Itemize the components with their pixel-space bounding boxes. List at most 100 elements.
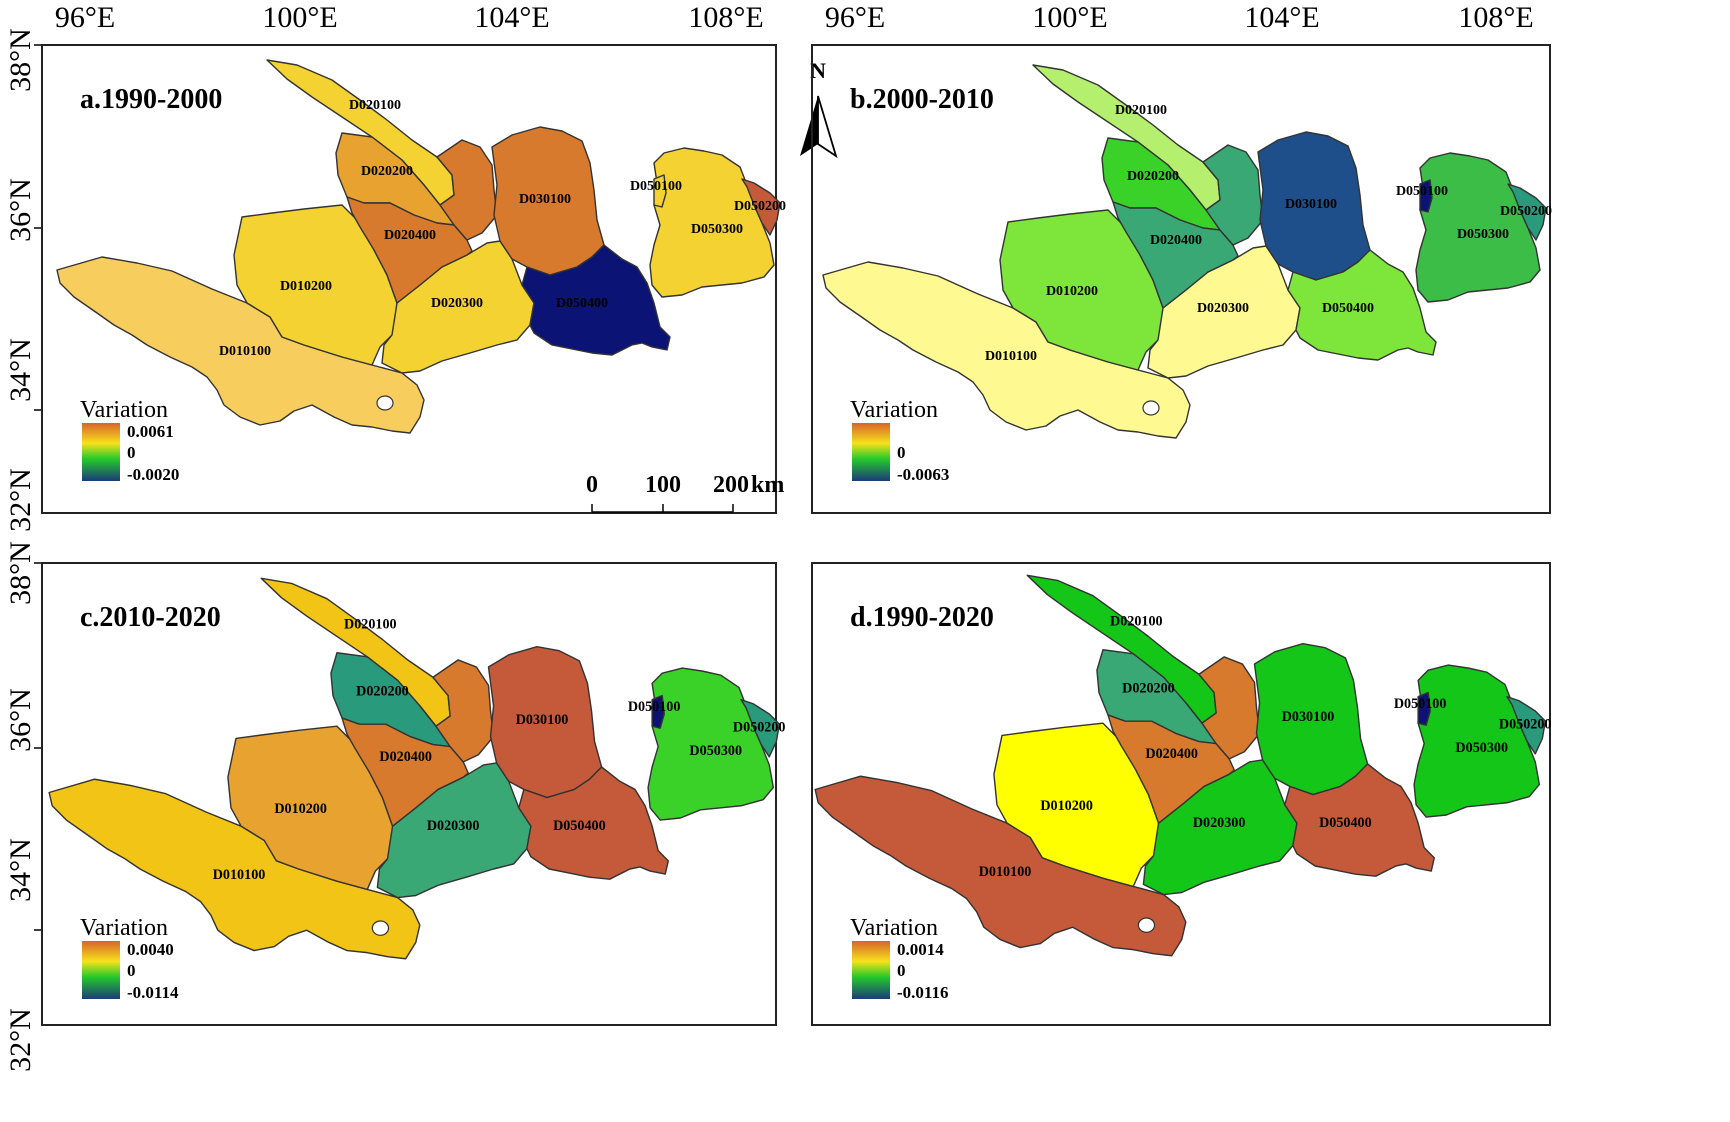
region-label-d050100: D050100 (630, 179, 682, 194)
region-label-d020300: D020300 (427, 818, 480, 834)
region-label-d020200: D020200 (1122, 681, 1175, 697)
north-arrow-left (800, 96, 818, 156)
latitude-tick-label: 34°N (4, 338, 37, 402)
region-label-d020300: D020300 (431, 296, 483, 311)
region-label-d020100: D020100 (344, 616, 397, 632)
longitude-tick-label: 100°E (262, 1, 337, 34)
region-label-d020300: D020300 (1193, 815, 1246, 831)
latitude-tick-label: 36°N (4, 178, 37, 242)
north-label: N (810, 58, 826, 83)
legend-max-value: 0.0040 (127, 940, 174, 959)
region-d010200 (233, 204, 408, 366)
longitude-tick-label: 104°E (1244, 1, 1319, 34)
basin-regions: D010100 D010200 D020100 D020200 D020300 D0204… (822, 64, 1552, 439)
map-panel-c: D010100 D010200 D020100 D020200 D020300 D0204… (41, 562, 785, 1026)
latitude-tick-label: 38°N (4, 541, 37, 605)
legend-max-value: 0.0061 (127, 422, 174, 441)
map-panel-d: D010100 D010200 D020100 D020200 D020300 D0204… (811, 562, 1551, 1026)
region-label-d030100: D030100 (516, 712, 569, 728)
legend-zero-value: 0 (897, 961, 906, 980)
region-label-d050300: D050300 (1455, 740, 1508, 756)
longitude-tick-label: 100°E (1032, 1, 1107, 34)
region-d020400 (1112, 201, 1239, 309)
lake-island (1142, 400, 1160, 416)
legend-title: Variation (850, 397, 938, 423)
region-d050200 (1506, 695, 1547, 755)
legend-color-ramp (82, 941, 120, 999)
region-label-d050400: D050400 (553, 818, 606, 834)
panel-title: d.1990-2020 (850, 602, 994, 633)
region-d020500 (1189, 144, 1264, 246)
region-d050400 (1284, 763, 1435, 877)
scale-bar-label: 0 (586, 472, 598, 498)
region-label-d010200: D010200 (1040, 798, 1093, 814)
region-d050300 (1415, 152, 1541, 303)
region-label-d050400: D050400 (556, 296, 608, 311)
region-label-d020400: D020400 (384, 228, 436, 243)
region-label-d050200: D050200 (734, 199, 786, 214)
region-label-d010100: D010100 (985, 349, 1037, 364)
region-label-d010200: D010200 (1046, 284, 1098, 299)
region-label-d050100: D050100 (1396, 184, 1448, 199)
region-d010200 (999, 209, 1174, 371)
panel-frame (811, 562, 1551, 1026)
region-label-d020200: D020200 (1127, 169, 1179, 184)
region-d050400 (1287, 249, 1437, 361)
latitude-tick-label: 36°N (4, 688, 37, 752)
panel-title: c.2010-2020 (80, 602, 221, 633)
region-label-d020400: D020400 (379, 749, 432, 765)
legend-color-ramp (82, 423, 120, 481)
legend-zero-value: 0 (897, 443, 906, 462)
region-d010200 (227, 725, 404, 891)
scale-bar-label: 100 (645, 472, 681, 498)
region-label-d050100: D050100 (1394, 696, 1447, 712)
region-label-d050100: D050100 (628, 699, 681, 715)
region-label-d010200: D010200 (280, 279, 332, 294)
panel-frame (811, 44, 1551, 514)
region-d050100 (1417, 691, 1431, 726)
region-d050300 (649, 147, 775, 298)
region-d020500 (1185, 656, 1261, 760)
basin-regions: D010100 D010200 D020100 D020200 D020300 D0204… (48, 577, 785, 960)
region-label-d050300: D050300 (689, 743, 742, 759)
region-d050400 (518, 766, 669, 880)
legend-min-value: -0.0020 (127, 465, 179, 484)
panel-frame (41, 44, 777, 514)
region-d050400 (521, 244, 671, 356)
latitude-tick-label: 34°N (4, 838, 37, 902)
latitude-tick-label: 38°N (4, 28, 37, 92)
basin-regions: D010100 D010200 D020100 D020200 D020300 D0204… (814, 574, 1551, 957)
region-label-d050400: D050400 (1319, 815, 1372, 831)
legend-title: Variation (80, 397, 168, 423)
panel-title: b.2000-2010 (850, 84, 994, 115)
region-label-d020300: D020300 (1197, 301, 1249, 316)
region-d020500 (419, 659, 495, 763)
region-label-d050200: D050200 (1500, 204, 1552, 219)
region-label-d010100: D010100 (213, 867, 266, 883)
region-label-d030100: D030100 (519, 192, 571, 207)
region-d050100 (651, 694, 665, 729)
region-d050100 (1419, 179, 1433, 213)
scale-bar-label: 200 (713, 472, 749, 498)
panel-frame (41, 562, 777, 1026)
legend-min-value: -0.0114 (127, 983, 179, 1002)
region-d020400 (341, 717, 470, 827)
region-label-d050300: D050300 (1457, 227, 1509, 242)
latitude-tick-label: 32°N (4, 468, 37, 532)
legend-min-value: -0.0063 (897, 465, 949, 484)
region-label-d020200: D020200 (361, 164, 413, 179)
north-arrow-right (817, 95, 838, 159)
region-label-d020100: D020100 (1110, 613, 1163, 629)
lake-island (1137, 917, 1156, 933)
region-label-d030100: D030100 (1282, 709, 1335, 725)
region-label-d030100: D030100 (1285, 197, 1337, 212)
region-label-d010100: D010100 (979, 864, 1032, 880)
legend-min-value: -0.0116 (897, 983, 948, 1002)
lake-island (371, 920, 390, 936)
region-d050200 (741, 178, 781, 236)
longitude-tick-label: 108°E (1458, 1, 1533, 34)
region-d020400 (1107, 714, 1236, 824)
region-d020500 (423, 139, 498, 241)
legend-zero-value: 0 (127, 961, 136, 980)
